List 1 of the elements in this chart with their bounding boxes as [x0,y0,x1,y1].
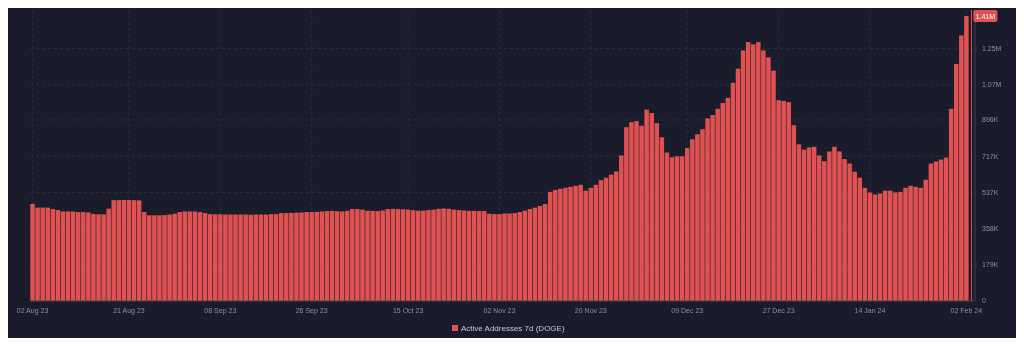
legend-label: Active Addresses 7d (DOGE) [461,324,565,333]
